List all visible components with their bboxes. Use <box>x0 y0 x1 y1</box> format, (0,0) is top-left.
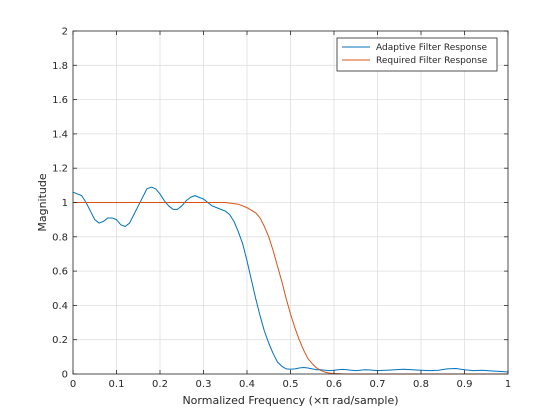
y-tick-label: 0.4 <box>52 301 68 312</box>
x-tick-label: 0.3 <box>196 379 212 390</box>
y-tick-label: 1.6 <box>52 95 68 106</box>
x-tick-label: 0.1 <box>109 379 125 390</box>
x-tick-label: 0.6 <box>326 379 342 390</box>
tick-layer: 0 0.1 0.2 0.3 0.4 0.5 0.6 0.7 0.8 0.9 1 0 0.2 0.4 0.6 0… <box>52 27 511 391</box>
y-tick-label: 1 <box>62 198 68 209</box>
series-line-adaptive <box>72 186 509 373</box>
legend: Adaptive Filter Response Required Filter… <box>336 37 498 72</box>
x-tick-label: 0 <box>70 379 76 390</box>
x-tick-label: 0.4 <box>239 379 255 390</box>
y-tick-label: 0.2 <box>52 335 68 346</box>
y-tick-label: 1.2 <box>52 164 68 175</box>
y-tick-label: 2 <box>62 27 68 38</box>
legend-box <box>336 37 498 72</box>
y-axis-label: Magnitude <box>36 173 49 232</box>
x-axis-label: Normalized Frequency (×π rad/sample) <box>182 394 398 407</box>
y-tick-label: 1.8 <box>52 61 68 72</box>
x-tick-label: 0.9 <box>457 379 473 390</box>
x-tick-label: 1 <box>505 379 511 390</box>
x-tick-label: 0.7 <box>370 379 386 390</box>
x-tick-label: 0.2 <box>152 379 168 390</box>
y-tick-label: 0.8 <box>52 232 68 243</box>
x-tick-label: 0.5 <box>283 379 299 390</box>
y-tick-label: 1.4 <box>52 129 68 140</box>
legend-label-required: Required Filter Response <box>376 56 488 66</box>
y-tick-label: 0 <box>62 370 68 381</box>
legend-label-adaptive: Adaptive Filter Response <box>376 43 488 53</box>
x-tick-label: 0.8 <box>413 379 429 390</box>
y-tick-label: 0.6 <box>52 267 68 278</box>
